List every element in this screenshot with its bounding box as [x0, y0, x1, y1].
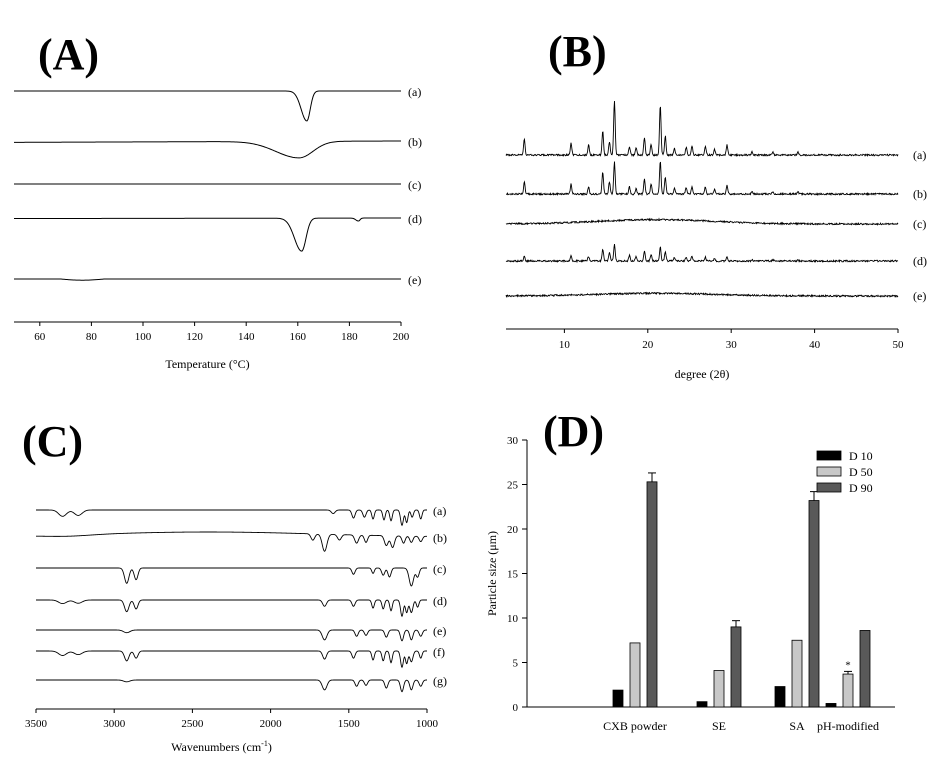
bar-y-axis-title: Particle size (μm) [485, 531, 499, 616]
bar-d50 [713, 670, 725, 708]
bar-d10 [696, 701, 708, 708]
bar-d90 [646, 481, 658, 708]
ftir-spectrum-label: (e) [433, 624, 446, 638]
dsc-x-tick-label: 60 [34, 331, 46, 343]
legend-label: D 90 [849, 481, 873, 495]
dsc-x-tick-label: 180 [341, 331, 358, 343]
ftir-spectrum-a [36, 509, 427, 527]
bar-y-tick-label: 30 [507, 435, 519, 447]
dsc-x-tick-label: 120 [186, 331, 203, 343]
dsc-x-tick-label: 200 [393, 331, 410, 343]
bar-y-tick-label: 20 [507, 524, 519, 536]
ftir-spectrum-f [36, 650, 427, 669]
legend-swatch [816, 450, 842, 461]
xrd-x-tick-label: 10 [559, 339, 571, 351]
dsc-x-tick-label: 140 [238, 331, 255, 343]
dsc-x-tick-label: 80 [86, 331, 98, 343]
ftir-spectrum-label: (g) [433, 674, 447, 688]
ftir-spectrum-label: (a) [433, 504, 446, 518]
ftir-spectrum-label: (c) [433, 562, 446, 576]
bar-d10 [612, 689, 624, 708]
dsc-x-tick-label: 160 [290, 331, 307, 343]
dsc-curve-e [14, 278, 401, 281]
dsc-curve-label: (b) [408, 135, 422, 149]
xrd-pattern-label: (e) [913, 289, 926, 303]
ftir-spectrum-b [36, 531, 428, 552]
dsc-x-tick-label: 100 [135, 331, 152, 343]
bar-d10 [774, 686, 786, 708]
xrd-pattern-b [505, 161, 899, 197]
bar-d50 [791, 639, 803, 708]
xrd-pattern-d [505, 244, 899, 264]
bar-category-label: SA [789, 719, 805, 733]
bar-y-tick-label: 10 [507, 613, 519, 625]
dsc-curve-label: (c) [408, 178, 421, 192]
legend-label: D 50 [849, 465, 873, 479]
ftir-x-tick-label: 2000 [260, 718, 283, 730]
xrd-pattern-label: (c) [913, 217, 926, 231]
ftir-x-tick-label: 1500 [338, 718, 361, 730]
dsc-curve-d [14, 217, 401, 252]
panel-label-d: (D) [543, 407, 605, 456]
dsc-curve-b [14, 140, 401, 159]
panel-label-a: (A) [38, 30, 100, 79]
bar-category-label: SE [712, 719, 726, 733]
xrd-pattern-c [505, 217, 899, 226]
legend-label: D 10 [849, 449, 873, 463]
bar-y-tick-label: 0 [513, 702, 519, 714]
xrd-x-tick-label: 50 [893, 339, 905, 351]
dsc-curve-label: (e) [408, 273, 421, 287]
dsc-curve-a [14, 90, 401, 122]
bar-y-tick-label: 5 [513, 658, 519, 670]
xrd-pattern-e [505, 291, 899, 298]
ftir-x-tick-label: 3500 [25, 718, 48, 730]
bar-d90 [730, 626, 742, 708]
ftir-spectrum-label: (f) [433, 645, 445, 659]
bar-d50 [629, 642, 641, 708]
ftir-x-axis-title: Wavenumbers (cm-1) [171, 739, 272, 754]
xrd-x-tick-label: 30 [726, 339, 738, 351]
ftir-spectrum-e [36, 629, 428, 642]
xrd-pattern-label: (d) [913, 254, 927, 268]
ftir-x-tick-label: 2500 [181, 718, 204, 730]
ftir-spectrum-label: (d) [433, 594, 447, 608]
bar-y-tick-label: 15 [507, 569, 519, 581]
xrd-x-tick-label: 20 [642, 339, 654, 351]
ftir-spectrum-d [36, 599, 427, 618]
ftir-spectrum-label: (b) [433, 531, 447, 545]
bar-d90 [859, 630, 871, 708]
bar-y-tick-label: 25 [507, 480, 519, 492]
ftir-x-axis-title-sup: -1 [261, 739, 268, 748]
significance-marker: * [845, 660, 851, 672]
ftir-x-axis-title-end: ) [268, 740, 272, 754]
legend-swatch [816, 482, 842, 493]
ftir-spectrum-g [36, 679, 428, 693]
dsc-curve-label: (a) [408, 85, 421, 99]
bar-d10 [825, 703, 837, 708]
xrd-x-tick-label: 40 [809, 339, 821, 351]
xrd-x-axis-title: degree (2θ) [675, 367, 730, 381]
xrd-pattern-a [505, 100, 899, 158]
xrd-pattern-label: (b) [913, 187, 927, 201]
ftir-x-tick-label: 3000 [103, 718, 126, 730]
bar-d90 [808, 500, 820, 708]
xrd-pattern-label: (a) [913, 148, 926, 162]
panel-label-c: (C) [22, 417, 84, 466]
legend-swatch [816, 466, 842, 477]
bar-d50 [842, 673, 854, 708]
panel-label-b: (B) [548, 27, 607, 76]
dsc-x-axis-title: Temperature (°C) [165, 357, 249, 371]
ftir-x-tick-label: 1000 [416, 718, 439, 730]
bar-category-label: pH-modified [817, 719, 879, 733]
bar-category-label: CXB powder [603, 719, 667, 733]
ftir-spectrum-c [36, 567, 427, 587]
ftir-x-axis-title-main: Wavenumbers (cm [171, 740, 262, 754]
dsc-curve-label: (d) [408, 212, 422, 226]
